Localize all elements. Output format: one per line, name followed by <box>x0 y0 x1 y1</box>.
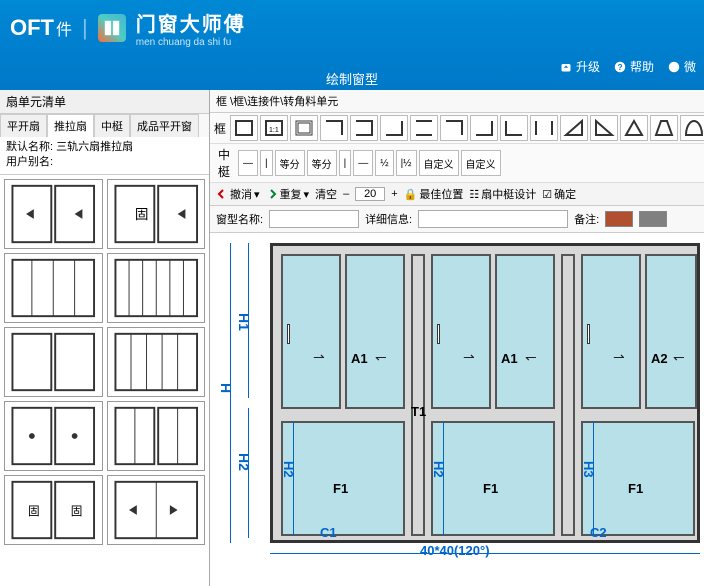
app-header: OFT 件 | 门窗大师傅 men chuang da shi fu 升级 ?帮… <box>0 0 704 90</box>
drawing-canvas[interactable]: H H1 H2 A1 ⇀ ↽ A1 ⇀ ↽ A2 ⇀ ↽ T1 F1 F1 <box>210 233 704 586</box>
logo-icon <box>98 14 126 42</box>
name-input[interactable] <box>269 210 359 228</box>
lbl-f1-2: F1 <box>483 481 498 496</box>
mullion-tool-3[interactable]: 等分 <box>307 150 337 176</box>
frame-tool-12[interactable] <box>590 115 618 141</box>
thumbnail-2[interactable] <box>4 253 103 323</box>
frame-tool-0[interactable] <box>230 115 258 141</box>
dim-c2: C2 <box>590 525 607 540</box>
thumbnail-8[interactable]: 固固 <box>4 475 103 545</box>
thumbnail-4[interactable] <box>4 327 103 397</box>
lbl-t1: T1 <box>411 404 426 419</box>
tab-mullion[interactable]: 中梃 <box>94 114 130 137</box>
brand-name: 门窗大师傅 men chuang da shi fu <box>136 8 246 48</box>
frame-tool-9[interactable] <box>500 115 528 141</box>
svg-text:?: ? <box>617 63 622 72</box>
lbl-f1-1: F1 <box>333 481 348 496</box>
svg-text:固: 固 <box>71 505 83 518</box>
detail-input[interactable] <box>418 210 568 228</box>
frame-tool-8[interactable] <box>470 115 498 141</box>
color-swatch-2[interactable] <box>639 211 667 227</box>
nav-title: 绘制窗型 <box>326 69 378 88</box>
mullion-tool-0[interactable]: — <box>238 150 258 176</box>
mullion-tool-2[interactable]: 等分 <box>275 150 305 176</box>
clear-button[interactable]: 清空 <box>315 186 337 202</box>
frame-tool-14[interactable] <box>650 115 678 141</box>
thumbnail-6[interactable] <box>4 401 103 471</box>
frame-tool-1[interactable]: 1:1 <box>260 115 288 141</box>
wechat-button[interactable]: 微 <box>668 58 696 75</box>
svg-text:固: 固 <box>134 207 148 222</box>
logo-text-left: OFT 件 <box>10 15 72 41</box>
frame-tool-7[interactable] <box>440 115 468 141</box>
step-input[interactable] <box>355 187 385 201</box>
color-swatch-1[interactable] <box>605 211 633 227</box>
tab-product[interactable]: 成品平开窗 <box>130 114 199 137</box>
frame-tool-3[interactable] <box>320 115 348 141</box>
lbl-a1-2: A1 <box>501 351 518 366</box>
info-bar: 窗型名称: 详细信息: 备注: <box>210 206 704 233</box>
tab-casement[interactable]: 平开扇 <box>0 114 47 137</box>
thumbnail-list[interactable]: 固固固 <box>0 175 209 586</box>
thumbnail-7[interactable] <box>107 401 206 471</box>
sidebar-tabs: 平开扇 推拉扇 中梃 成品平开窗 <box>0 114 209 137</box>
action-bar: 撤消 ▾ 重复 ▾ 清空 – + 🔒最佳位置 ☷扇中梃设计 ☑确定 <box>210 183 704 206</box>
dim-c1: C1 <box>320 525 337 540</box>
lbl-a2: A2 <box>651 351 668 366</box>
logo-area: OFT 件 | 门窗大师傅 men chuang da shi fu <box>0 0 704 56</box>
thumbnail-5[interactable] <box>107 327 206 397</box>
frame-tool-10[interactable] <box>530 115 558 141</box>
dim-h1: H1 <box>236 313 252 331</box>
redo-button[interactable]: 重复 ▾ <box>266 186 310 202</box>
sidebar-meta: 默认名称: 三轨六扇推拉扇 用户别名: <box>0 137 209 175</box>
canvas-area: 框 \框\连接件\转角料单元 框 1:1 中梃 —|等分等分|—½|½自定义自定… <box>210 90 704 586</box>
mullion-tool-5[interactable]: — <box>353 150 373 176</box>
sidebar: 扇单元清单 平开扇 推拉扇 中梃 成品平开窗 默认名称: 三轨六扇推拉扇 用户别… <box>0 90 210 586</box>
frame-tool-11[interactable] <box>560 115 588 141</box>
breadcrumb: 框 \框\连接件\转角料单元 <box>210 90 704 113</box>
dim-h: H <box>218 383 234 393</box>
dim-bottom: 40*40(120°) <box>420 543 490 558</box>
undo-button[interactable]: 撤消 ▾ <box>216 186 260 202</box>
help-button[interactable]: ?帮助 <box>614 58 654 75</box>
sidebar-title: 扇单元清单 <box>0 90 209 114</box>
lbl-a1-1: A1 <box>351 351 368 366</box>
frame-tool-13[interactable] <box>620 115 648 141</box>
mullion-tool-9[interactable]: 自定义 <box>461 150 501 176</box>
thumbnail-1[interactable]: 固 <box>107 179 206 249</box>
thumbnail-3[interactable] <box>107 253 206 323</box>
mullion-tool-8[interactable]: 自定义 <box>419 150 459 176</box>
frame-tool-15[interactable] <box>680 115 704 141</box>
mullion-tool-4[interactable]: | <box>339 150 352 176</box>
confirm-button[interactable]: ☑确定 <box>542 186 576 202</box>
bestpos-button[interactable]: 🔒最佳位置 <box>404 186 464 202</box>
frame-tool-5[interactable] <box>380 115 408 141</box>
top-actions: 升级 ?帮助 微 <box>560 58 696 75</box>
svg-text:固: 固 <box>28 505 40 518</box>
dim-h2: H2 <box>236 453 252 471</box>
frame-tool-2[interactable] <box>290 115 318 141</box>
frame-tool-6[interactable] <box>410 115 438 141</box>
mullion-tool-6[interactable]: ½ <box>375 150 393 176</box>
toolrow-frame: 框 1:1 <box>210 113 704 144</box>
svg-text:1:1: 1:1 <box>269 127 279 134</box>
thumbnail-9[interactable] <box>107 475 206 545</box>
mullion-tool-7[interactable]: |½ <box>396 150 417 176</box>
thumbnail-0[interactable] <box>4 179 103 249</box>
tab-sliding[interactable]: 推拉扇 <box>47 114 94 137</box>
upgrade-button[interactable]: 升级 <box>560 58 600 75</box>
toolrow-mullion: 中梃 —|等分等分|—½|½自定义自定义 <box>210 144 704 183</box>
mullion-tool-1[interactable]: | <box>260 150 273 176</box>
lbl-f1-3: F1 <box>628 481 643 496</box>
frame-tool-4[interactable] <box>350 115 378 141</box>
design-button[interactable]: ☷扇中梃设计 <box>469 186 536 202</box>
